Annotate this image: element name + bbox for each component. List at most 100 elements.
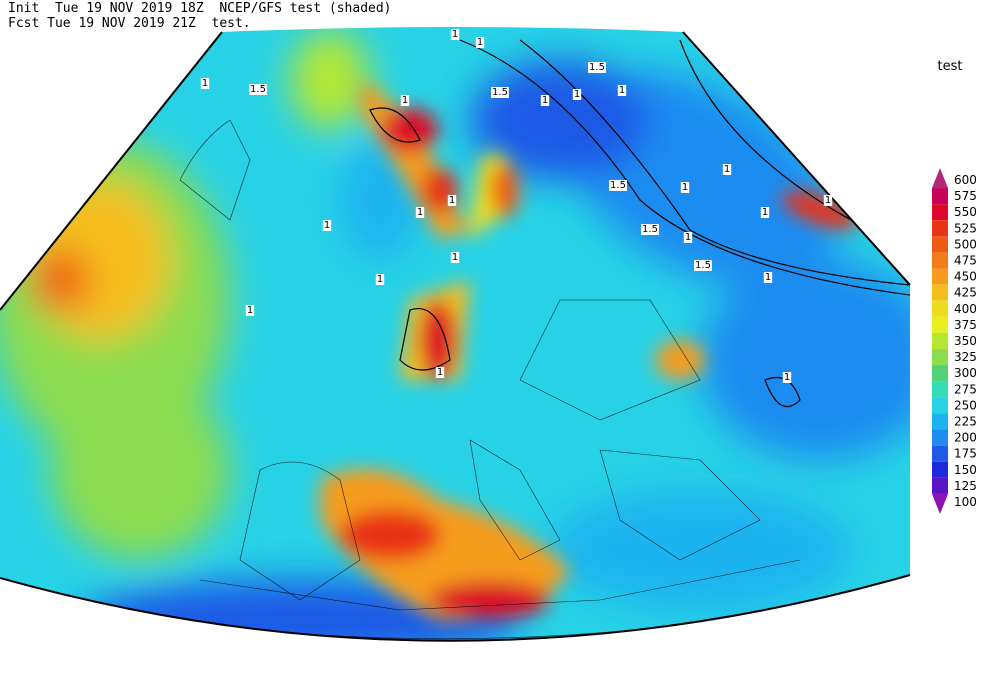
header-line: Init Tue 19 NOV 2019 18Z NCEP/GFS test (… bbox=[8, 1, 392, 16]
legend-label: 275 bbox=[954, 382, 977, 396]
contour-label-bg bbox=[722, 164, 732, 175]
legend-swatch bbox=[932, 429, 948, 446]
shaded-field bbox=[0, 27, 910, 641]
legend-swatch bbox=[932, 413, 948, 430]
contour-label-bg bbox=[641, 224, 659, 235]
legend-label: 175 bbox=[954, 447, 977, 461]
contour-label: 1 bbox=[449, 195, 455, 206]
contour-label: 1 bbox=[542, 95, 548, 106]
contour-label-bg bbox=[823, 195, 833, 206]
contour-label-bg bbox=[694, 260, 712, 271]
contour-label: 1 bbox=[324, 220, 330, 231]
contour-label: 1 bbox=[402, 95, 408, 106]
contour-label-bg bbox=[475, 37, 485, 48]
legend-swatch bbox=[932, 284, 948, 301]
legend-swatch bbox=[932, 493, 948, 515]
legend-swatch bbox=[932, 220, 948, 237]
legend-label: 325 bbox=[954, 350, 977, 364]
legend-swatch bbox=[932, 188, 948, 205]
contour-label: 1 bbox=[762, 207, 768, 218]
contour-label-bg bbox=[447, 195, 457, 206]
contour-label-bg bbox=[588, 62, 606, 73]
contour-label: 1 bbox=[825, 195, 831, 206]
legend-label: 300 bbox=[954, 366, 977, 380]
legend-title: test bbox=[938, 59, 963, 74]
contour-label-bg bbox=[540, 95, 550, 106]
contour-label: 1 bbox=[202, 78, 208, 89]
legend-label: 150 bbox=[954, 463, 977, 477]
legend-label: 575 bbox=[954, 189, 977, 203]
legend-label: 100 bbox=[954, 495, 977, 509]
legend-label: 125 bbox=[954, 479, 977, 493]
legend-label: 475 bbox=[954, 254, 977, 268]
contour-label-bg bbox=[450, 29, 460, 40]
contour-label: 1 bbox=[247, 305, 253, 316]
contour-label: 1 bbox=[377, 274, 383, 285]
contour-label: 1 bbox=[682, 182, 688, 193]
legend-swatch bbox=[932, 445, 948, 462]
legend-swatch bbox=[932, 236, 948, 253]
header-line: Fcst Tue 19 NOV 2019 21Z test. bbox=[8, 16, 251, 31]
legend-swatch bbox=[932, 300, 948, 317]
contour-label: 1.5 bbox=[250, 84, 266, 95]
contour-label-bg bbox=[435, 367, 445, 378]
contour-label: 1.5 bbox=[642, 224, 658, 235]
legend-label: 375 bbox=[954, 318, 977, 332]
legend-label: 200 bbox=[954, 431, 977, 445]
contour-label-bg bbox=[245, 305, 255, 316]
legend-label: 250 bbox=[954, 398, 977, 412]
contour-label: 1 bbox=[417, 207, 423, 218]
contour-label: 1 bbox=[724, 164, 730, 175]
legend-swatch bbox=[932, 365, 948, 382]
contour-label: 1 bbox=[765, 272, 771, 283]
contour-label-bg bbox=[572, 89, 582, 100]
contour-label-bg bbox=[322, 220, 332, 231]
contour-label-bg bbox=[450, 252, 460, 263]
legend-label: 550 bbox=[954, 205, 977, 219]
contour-label-bg bbox=[760, 207, 770, 218]
legend-swatch bbox=[932, 349, 948, 366]
contour-label-bg bbox=[617, 85, 627, 96]
contour-label-bg bbox=[680, 182, 690, 193]
legend-label: 400 bbox=[954, 302, 977, 316]
legend-label: 425 bbox=[954, 286, 977, 300]
contour-label: 1.5 bbox=[695, 260, 711, 271]
contour-label-bg bbox=[375, 274, 385, 285]
contour-label-bg bbox=[763, 272, 773, 283]
contour-label: 1 bbox=[437, 367, 443, 378]
legend-label: 225 bbox=[954, 415, 977, 429]
legend-label: 525 bbox=[954, 221, 977, 235]
contour-label-bg bbox=[491, 87, 509, 98]
contour-label: 1.5 bbox=[589, 62, 605, 73]
legend-swatch bbox=[932, 252, 948, 269]
legend-label: 600 bbox=[954, 173, 977, 187]
legend-label: 450 bbox=[954, 270, 977, 284]
legend-swatch bbox=[932, 167, 948, 189]
legend-swatch bbox=[932, 477, 948, 494]
contour-label: 1 bbox=[619, 85, 625, 96]
contour-label: 1.5 bbox=[610, 180, 626, 191]
contour-label: 1 bbox=[477, 37, 483, 48]
legend-swatch bbox=[932, 461, 948, 478]
contour-label: 1 bbox=[574, 89, 580, 100]
contour-label: 1 bbox=[452, 252, 458, 263]
contour-label-bg bbox=[609, 180, 627, 191]
contour-label-bg bbox=[683, 232, 693, 243]
legend-swatch bbox=[932, 381, 948, 398]
contour-label: 1 bbox=[685, 232, 691, 243]
legend-label: 500 bbox=[954, 237, 977, 251]
legend-swatch bbox=[932, 268, 948, 285]
contour-label-bg bbox=[400, 95, 410, 106]
contour-label-bg bbox=[200, 78, 210, 89]
legend-swatch bbox=[932, 397, 948, 414]
legend-swatch bbox=[932, 316, 948, 333]
contour-label: 1 bbox=[452, 29, 458, 40]
legend-swatch bbox=[932, 204, 948, 221]
contour-label: 1 bbox=[784, 372, 790, 383]
contour-label-bg bbox=[415, 207, 425, 218]
contour-label-bg bbox=[782, 372, 792, 383]
legend-swatch bbox=[932, 332, 948, 350]
legend-label: 350 bbox=[954, 334, 977, 348]
